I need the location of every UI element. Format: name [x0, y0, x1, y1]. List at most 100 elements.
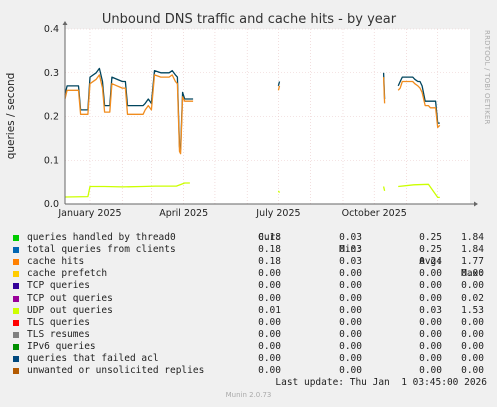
- legend-value-avg: 0.00: [419, 316, 442, 328]
- legend-value-min: 0.00: [339, 292, 362, 304]
- legend-swatch: [13, 235, 19, 242]
- legend-swatch: [13, 307, 19, 314]
- legend-item: cache hits 0.18 0.03 0.24 1.77: [12, 256, 490, 268]
- legend: Cur: Min: Avg: Max: queries handled by t…: [12, 220, 490, 377]
- x-tick-label: April 2025: [159, 208, 208, 219]
- legend-swatch: [13, 259, 19, 266]
- x-tick-label: July 2025: [255, 208, 300, 219]
- legend-label: TCP out queries: [27, 292, 113, 304]
- rrdtool-credit: RRDTOOL / TOBI OETIKER: [483, 30, 491, 125]
- legend-value-min: 0.03: [339, 256, 362, 268]
- legend-value-cur: 0.00: [258, 316, 281, 328]
- legend-swatch: [13, 331, 19, 338]
- x-axis-arrow: [474, 201, 478, 207]
- legend-value-cur: 0.00: [258, 365, 281, 377]
- legend-value-max: 0.00: [461, 365, 484, 377]
- series-line: [64, 67, 440, 150]
- legend-swatch: [13, 356, 19, 363]
- legend-value-max: 1.53: [461, 304, 484, 316]
- legend-value-max: 1.77: [461, 256, 484, 268]
- legend-value-avg: 0.24: [419, 256, 442, 268]
- plot-area: [65, 29, 470, 204]
- legend-item: TLS resumes 0.00 0.00 0.00 0.00: [12, 329, 490, 341]
- last-update: Last update: Thu Jan 1 03:45:00 2026: [275, 377, 487, 388]
- y-tick-label: 0.1: [44, 155, 59, 166]
- legend-value-max: 0.00: [461, 268, 484, 280]
- legend-value-min: 0.03: [339, 244, 362, 256]
- grid: [65, 28, 470, 204]
- legend-label: TLS queries: [27, 316, 90, 328]
- series-line: [64, 182, 440, 199]
- legend-label: UDP out queries: [27, 304, 113, 316]
- legend-value-max: 0.00: [461, 353, 484, 365]
- legend-value-min: 0.00: [339, 353, 362, 365]
- legend-value-avg: 0.25: [419, 244, 442, 256]
- legend-item: total queries from clients 0.18 0.03 0.25 1.…: [12, 244, 490, 256]
- y-axis-arrow: [62, 21, 68, 25]
- legend-value-cur: 0.00: [258, 353, 281, 365]
- legend-value-avg: 0.25: [419, 232, 442, 244]
- legend-header: Cur: Min: Avg: Max:: [12, 220, 490, 279]
- legend-value-min: 0.00: [339, 304, 362, 316]
- x-tick-label: January 2025: [57, 208, 121, 219]
- legend-value-max: 1.84: [461, 232, 484, 244]
- legend-value-max: 0.00: [461, 316, 484, 328]
- y-axis-label: queries / second: [5, 73, 17, 160]
- y-tick-label: 0.3: [44, 68, 59, 79]
- legend-item: queries that failed acl 0.00 0.00 0.00 0.00: [12, 353, 490, 365]
- legend-value-cur: 0.18: [258, 256, 281, 268]
- legend-swatch: [13, 319, 19, 326]
- legend-swatch: [13, 283, 19, 290]
- legend-value-cur: 0.01: [258, 304, 281, 316]
- legend-item: unwanted or unsolicited replies 0.00 0.00 0…: [12, 365, 490, 377]
- chart-title: Unbound DNS traffic and cache hits - by …: [102, 12, 397, 27]
- legend-value-cur: 0.00: [258, 280, 281, 292]
- legend-label: cache prefetch: [27, 268, 108, 280]
- legend-value-min: 0.00: [339, 328, 362, 340]
- legend-value-avg: 0.00: [419, 280, 442, 292]
- legend-label: total queries from clients: [27, 244, 176, 256]
- axes: 0.0 0.1 0.2 0.3 0.4 January 2025 April 2025 Jul…: [44, 21, 478, 219]
- header-max: Max:: [461, 268, 484, 279]
- x-tick-label: October 2025: [342, 208, 407, 219]
- legend-label: IPv6 queries: [27, 340, 96, 352]
- legend-value-min: 0.00: [339, 268, 362, 280]
- legend-swatch: [13, 295, 19, 302]
- legend-item: TCP queries 0.00 0.00 0.00 0.00: [12, 280, 490, 292]
- legend-item: queries handled by thread0 0.18 0.03 0.25 1.…: [12, 232, 490, 244]
- header-cur: Cur:: [258, 232, 281, 243]
- legend-label: queries that failed acl: [27, 353, 159, 365]
- legend-item: cache prefetch 0.00 0.00 0.00 0.00: [12, 268, 490, 280]
- legend-label: queries handled by thread0: [27, 232, 176, 244]
- legend-swatch: [13, 271, 19, 278]
- legend-value-cur: 0.00: [258, 340, 281, 352]
- footer-version: Munin 2.0.73: [225, 391, 272, 399]
- header-avg: Avg:: [419, 256, 442, 267]
- legend-label: cache hits: [27, 256, 85, 268]
- y-tick-label: 0.4: [44, 24, 59, 35]
- legend-item: IPv6 queries 0.00 0.00 0.00 0.00: [12, 341, 490, 353]
- series-line: [64, 74, 441, 155]
- legend-value-min: 0.00: [339, 280, 362, 292]
- series-lines: [64, 67, 441, 199]
- legend-value-avg: 0.00: [419, 365, 442, 377]
- legend-value-cur: 0.00: [258, 292, 281, 304]
- legend-value-avg: 0.00: [419, 268, 442, 280]
- legend-item: TCP out queries 0.00 0.00 0.00 0.02: [12, 293, 490, 305]
- legend-value-max: 0.00: [461, 280, 484, 292]
- legend-value-cur: 0.18: [258, 244, 281, 256]
- chart: 0.0 0.1 0.2 0.3 0.4 January 2025 April 2025 Jul…: [5, 12, 491, 219]
- legend-value-cur: 0.00: [258, 328, 281, 340]
- header-min: Min:: [339, 244, 362, 255]
- legend-item: UDP out queries 0.01 0.00 0.03 1.53: [12, 305, 490, 317]
- legend-value-avg: 0.03: [419, 304, 442, 316]
- legend-value-max: 1.84: [461, 244, 484, 256]
- y-tick-label: 0.2: [44, 112, 59, 123]
- legend-value-min: 0.00: [339, 340, 362, 352]
- legend-label: unwanted or unsolicited replies: [27, 365, 205, 377]
- legend-label: TCP queries: [27, 280, 90, 292]
- legend-value-max: 0.00: [461, 340, 484, 352]
- legend-swatch: [13, 368, 19, 375]
- legend-swatch: [13, 247, 19, 254]
- legend-item: TLS queries 0.00 0.00 0.00 0.00: [12, 317, 490, 329]
